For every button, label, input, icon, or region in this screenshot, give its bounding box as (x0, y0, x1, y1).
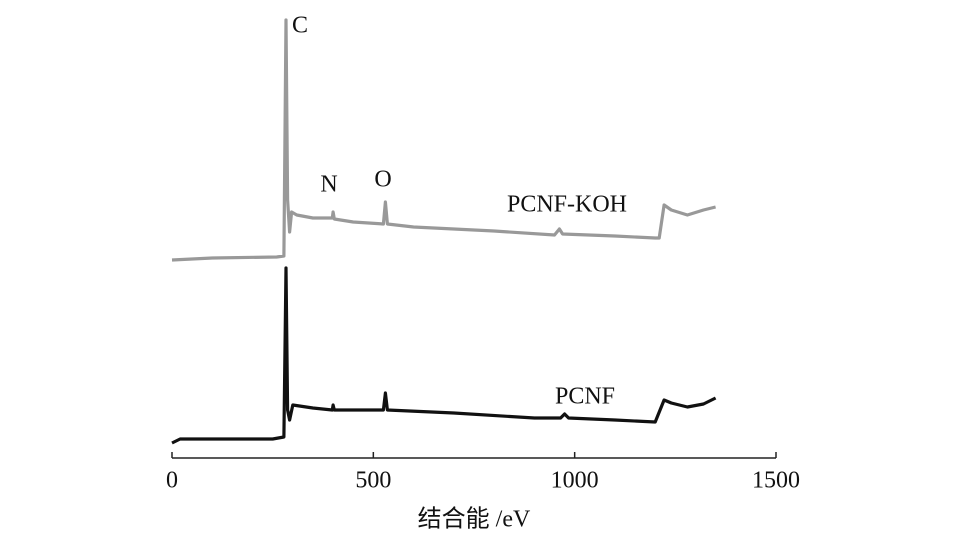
x-tick-label: 0 (166, 468, 178, 494)
x-axis-label: 结合能 /eV (418, 506, 531, 533)
series-label: PCNF-KOH (507, 192, 627, 218)
peak-label: C (292, 13, 308, 39)
peak-label: N (320, 172, 337, 198)
x-tick-label: 500 (355, 468, 391, 494)
x-tick-label: 1000 (551, 468, 599, 494)
x-tick-label: 1500 (752, 468, 800, 494)
series-line (171, 18, 716, 262)
peak-label: O (374, 167, 391, 193)
series-label: PCNF (555, 384, 615, 410)
series-line (171, 266, 717, 445)
